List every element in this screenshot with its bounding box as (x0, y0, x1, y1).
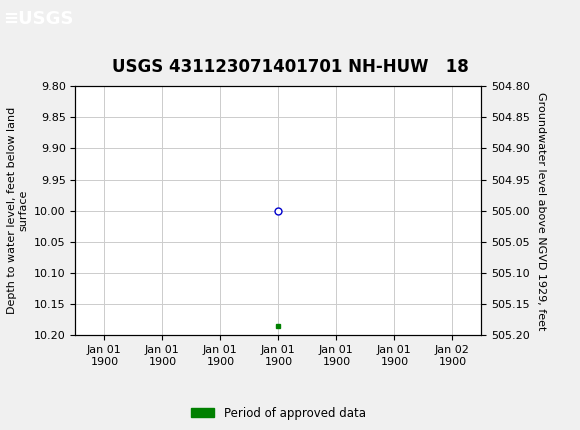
Legend: Period of approved data: Period of approved data (186, 402, 371, 424)
Y-axis label: Groundwater level above NGVD 1929, feet: Groundwater level above NGVD 1929, feet (535, 92, 546, 330)
Text: ≡USGS: ≡USGS (3, 10, 74, 28)
Y-axis label: Depth to water level, feet below land
surface: Depth to water level, feet below land su… (7, 107, 28, 314)
Text: USGS 431123071401701 NH-HUW   18: USGS 431123071401701 NH-HUW 18 (111, 58, 469, 76)
